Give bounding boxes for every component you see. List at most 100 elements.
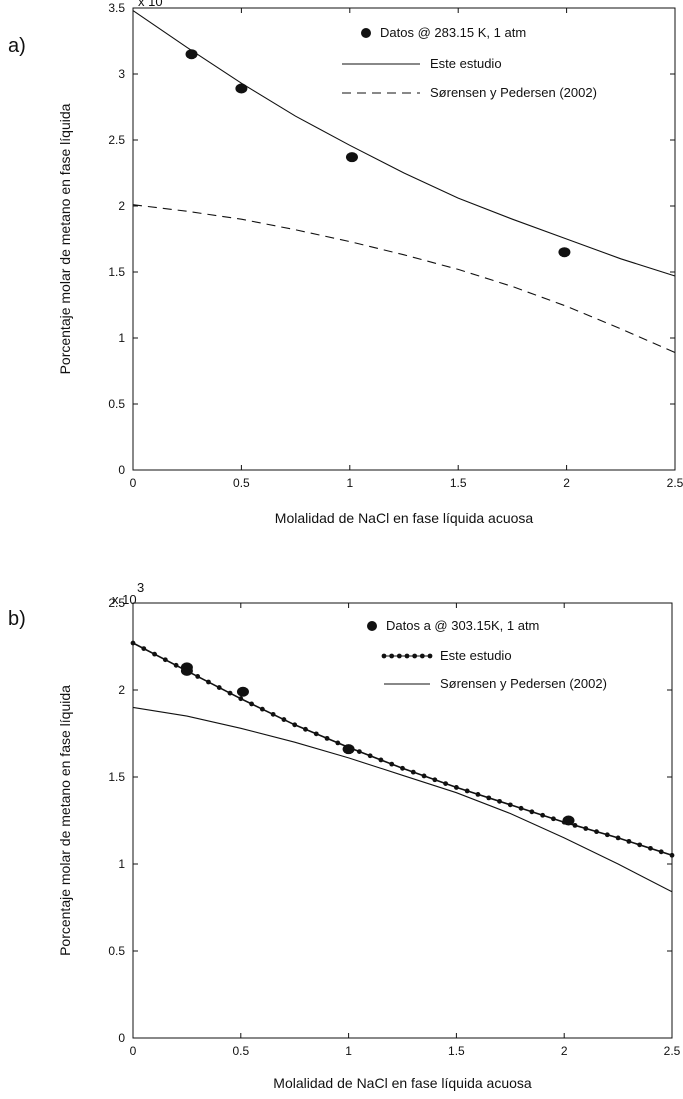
chart-a-svg: a)x 10-300.511.522.500.511.522.533.5Mola…	[8, 0, 683, 526]
chart-b-x-tick-label: 0.5	[232, 1044, 249, 1058]
chart-b-series-1-marker	[410, 769, 416, 775]
chart-a-series-0-point	[235, 83, 248, 94]
chart-b-series-1-marker	[561, 819, 567, 825]
chart-a-x-tick-label: 2	[563, 476, 570, 490]
chart-b-legend-0-label: Datos a @ 303.15K, 1 atm	[386, 618, 539, 633]
chart-a-x-axis-label: Molalidad de NaCl en fase líquida acuosa	[275, 510, 534, 526]
chart-b-exponent: 3	[137, 580, 144, 595]
chart-b-series-1-line	[132, 642, 673, 857]
chart-b-series-1-marker	[130, 640, 136, 646]
chart-b-series-1-marker	[173, 662, 179, 668]
chart-a-y-axis-label: Porcentaje molar de metano en fase líqui…	[57, 103, 73, 374]
chart-b-legend-1-swatch-marker	[396, 653, 402, 659]
chart-a-y-tick-label: 3.5	[108, 1, 125, 15]
chart-a-plot-frame	[132, 7, 676, 471]
chart-a-exponent-prefix: x 10	[138, 0, 163, 9]
chart-a-y-tick-label: 0	[118, 463, 125, 477]
chart-a-y-tick-label: 1.5	[108, 265, 125, 279]
chart-a-legend-1-label: Este estudio	[430, 56, 502, 71]
chart-b-x-tick-label: 1.5	[448, 1044, 465, 1058]
chart-b-x-tick-label: 0	[130, 1044, 137, 1058]
chart-b-series-1-marker	[335, 740, 341, 746]
chart-b-legend-1-label: Este estudio	[440, 648, 512, 663]
chart-b-series-1-marker	[324, 735, 330, 741]
chart-a-legend-0-label: Datos @ 283.15 K, 1 atm	[380, 25, 526, 40]
chart-b-series-1-marker	[184, 668, 190, 674]
chart-b-exponent-prefix: x 10	[112, 592, 137, 607]
chart-b-legend-1-swatch-marker	[404, 653, 410, 659]
chart-b-series-1-marker	[281, 717, 287, 722]
chart-a-panel-letter: a)	[8, 35, 26, 57]
chart-b-series-1-marker	[518, 805, 524, 811]
chart-b-series-1-marker	[594, 829, 599, 835]
chart-b-series-1-marker	[292, 722, 298, 728]
chart-b-series-1-marker	[400, 765, 405, 771]
chart-b-series-1-marker	[669, 852, 675, 858]
chart-b-series-1-marker	[356, 749, 362, 754]
chart-panel-b: b) x 10 3 0 0.5 1 1.5 2 2.5 0 0.5 1 1.5 2 2.5 Molalidad…	[0, 560, 683, 1099]
chart-b-y-tick-label: 0	[118, 1031, 125, 1045]
chart-b-legend-1-swatch-marker	[412, 653, 418, 659]
chart-b-series-1-marker	[637, 842, 643, 848]
chart-b-series-1-marker	[572, 822, 578, 828]
chart-b-series-1-marker	[540, 812, 546, 818]
chart-b-series-0-point	[236, 686, 249, 697]
chart-b-plot-frame	[132, 602, 673, 1039]
chart-b-series-1-marker	[432, 777, 438, 783]
chart-b-x-tick-label: 1	[345, 1044, 352, 1058]
chart-b-svg: b) x 103 0 0.5 1 1.5 2 2.5 0 0.5 1 1.5 2 2.5 Molalidad…	[8, 580, 681, 1091]
chart-a-x-tick-label: 0.5	[233, 476, 250, 490]
chart-b-series-1-marker	[507, 802, 513, 808]
chart-a-y-tick-label: 1	[118, 331, 125, 345]
chart-b-series-1-marker	[648, 845, 653, 851]
chart-b-series-1-marker	[195, 674, 201, 679]
chart-b-series-1-marker	[454, 785, 459, 790]
chart-a-y-tick-label: 0.5	[108, 397, 125, 411]
chart-b-series-1-marker	[626, 838, 632, 844]
chart-b-series-1-marker	[141, 646, 147, 651]
chart-b-series-1-marker	[238, 696, 244, 702]
chart-b-series-1-marker	[604, 832, 610, 838]
chart-a-series-2-line	[132, 204, 676, 354]
chart-b-panel-letter: b)	[8, 608, 26, 630]
chart-b-series-2-line	[132, 706, 673, 893]
chart-b-series-1-marker	[152, 651, 157, 657]
chart-a-series-0-point	[185, 49, 198, 60]
chart-b-series-1-marker	[162, 657, 168, 663]
chart-b-series-1-marker	[259, 706, 265, 712]
chart-b-legend-1-swatch-marker	[381, 653, 387, 659]
chart-b-series-1-marker	[658, 849, 664, 855]
chart-b-x-tick-label: 2.5	[664, 1044, 681, 1058]
chart-b-legend-0-swatch	[367, 621, 377, 631]
chart-b-series-1-marker	[475, 792, 481, 797]
chart-b-y-tick-label: 1.5	[108, 770, 125, 784]
chart-a-legend-2-label: Sørensen y Pedersen (2002)	[430, 85, 597, 100]
chart-b-series-1-marker	[421, 773, 427, 779]
chart-a-y-tick-label: 2	[118, 199, 125, 213]
chart-b-series-1-marker	[551, 816, 556, 822]
chart-b-series-1-marker	[249, 701, 254, 707]
chart-a-x-tick-label: 1	[346, 476, 353, 490]
chart-a-series-1-line	[132, 10, 676, 277]
chart-b-series-1-marker	[389, 761, 395, 767]
chart-panel-a: a)x 10-300.511.522.500.511.522.533.5Mola…	[0, 0, 683, 540]
chart-a-y-tick-label: 3	[118, 67, 125, 81]
chart-b-y-axis-label: Porcentaje molar de metano en fase líqui…	[57, 685, 73, 956]
chart-b-series-1-marker	[615, 835, 621, 841]
chart-b-x-tick-label: 2	[561, 1044, 568, 1058]
chart-b-y-tick-label: 0.5	[108, 944, 125, 958]
chart-b-y-tick-label: 2	[118, 683, 125, 697]
chart-b-x-axis-label: Molalidad de NaCl en fase líquida acuosa	[273, 1075, 532, 1091]
chart-b-legend-2-label: Sørensen y Pedersen (2002)	[440, 676, 607, 691]
chart-a-y-tick-label: 2.5	[108, 133, 125, 147]
chart-a-x-tick-label: 0	[130, 476, 137, 490]
chart-b-series-1-marker	[313, 731, 319, 737]
chart-b-series-1-marker	[443, 781, 449, 787]
chart-a-series-0-point	[345, 152, 358, 163]
chart-b-series-1-marker	[464, 788, 470, 794]
chart-b-series-1-marker	[346, 745, 351, 750]
chart-b-series-1-marker	[216, 685, 222, 690]
chart-b-legend-1-swatch-marker	[427, 653, 433, 659]
chart-b-legend-1-swatch-marker	[389, 653, 395, 659]
chart-b-series-1-marker	[529, 809, 535, 815]
